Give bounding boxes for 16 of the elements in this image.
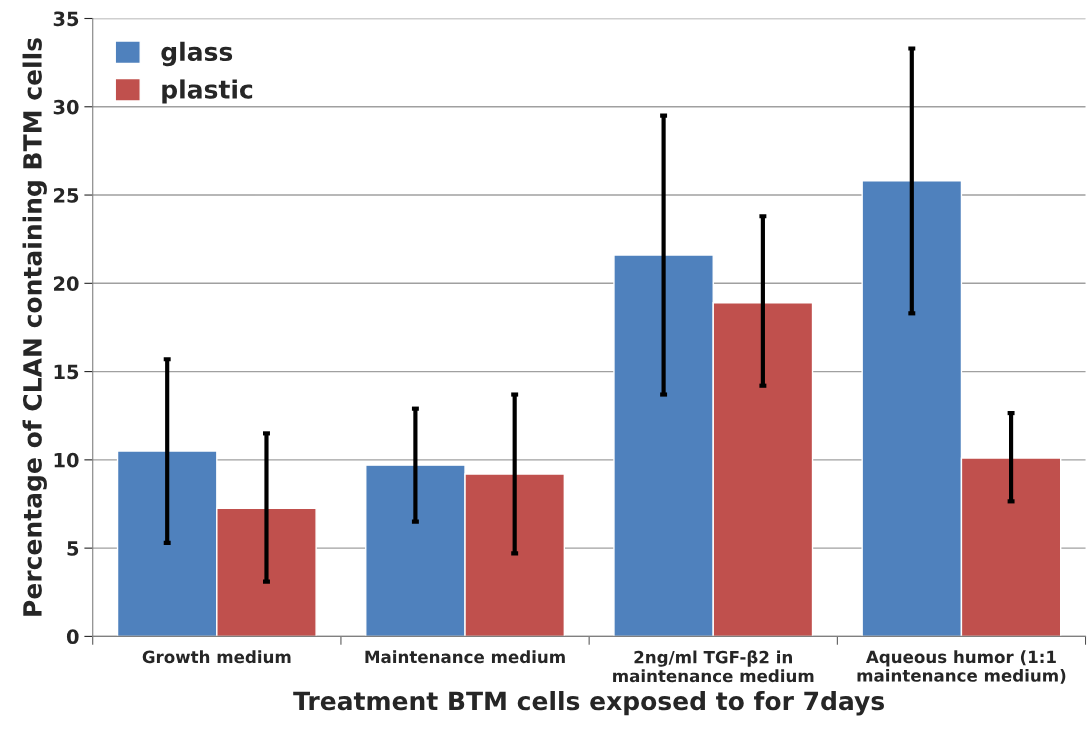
y-axis-title: Percentage of CLAN containing BTM cells: [22, 38, 47, 616]
y-tick-label: 25: [54, 188, 79, 203]
y-tick-label: 35: [53, 11, 79, 27]
x-tick-label: Aqueous humor (1:1 maintenance medium): [857, 650, 1066, 684]
y-tick-label: 0: [66, 629, 79, 645]
y-tick-label: 20: [54, 276, 79, 291]
legend-label: glass: [161, 41, 233, 67]
y-tick-label: 15: [54, 364, 79, 380]
legend-label: plastic: [162, 79, 253, 104]
y-tick-label: 30: [53, 99, 79, 115]
y-tick-label: 10: [54, 452, 79, 468]
x-tick-label: 2ng/ml TGF-β2 in maintenance medium: [613, 650, 814, 683]
x-tick-label: Maintenance medium: [365, 650, 565, 664]
y-tick-label: 5: [67, 541, 79, 556]
x-axis-title: Treatment BTM cells exposed to for 7days: [293, 690, 885, 716]
x-tick-label: Growth medium: [142, 650, 291, 664]
